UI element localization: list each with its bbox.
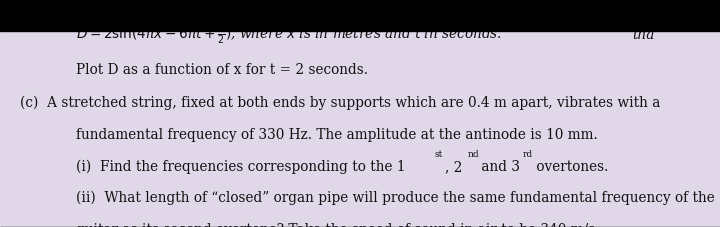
Text: (i)  Find the frequencies corresponding to the 1: (i) Find the frequencies corresponding t… [76,160,405,174]
Text: st: st [435,150,444,159]
Text: $D = 2\sin(4\pi x - 6\pi t + \frac{\pi}{2})$, where $x$ is in metres and $t$ in : $D = 2\sin(4\pi x - 6\pi t + \frac{\pi}{… [76,24,502,46]
Text: and 3: and 3 [477,160,521,174]
Text: guitar as its second overtone? Take the speed of sound in air to be 340 m/s.: guitar as its second overtone? Take the … [76,223,599,227]
Text: Plot D as a function of x for t = 2 seconds.: Plot D as a function of x for t = 2 seco… [76,63,368,77]
Text: overtones.: overtones. [532,160,608,174]
Text: , 2: , 2 [445,160,462,174]
Text: fundamental frequency of 330 Hz. The amplitude at the antinode is 10 mm.: fundamental frequency of 330 Hz. The amp… [76,128,598,142]
Text: rd: rd [522,150,532,159]
FancyBboxPatch shape [0,0,720,31]
Text: (ii)  What length of “closed” organ pipe will produce the same fundamental frequ: (ii) What length of “closed” organ pipe … [76,191,714,205]
Text: tha: tha [632,28,654,42]
Text: (c)  A stretched string, fixed at both ends by supports which are 0.4 m apart, v: (c) A stretched string, fixed at both en… [20,96,660,110]
Text: nd: nd [467,150,479,159]
